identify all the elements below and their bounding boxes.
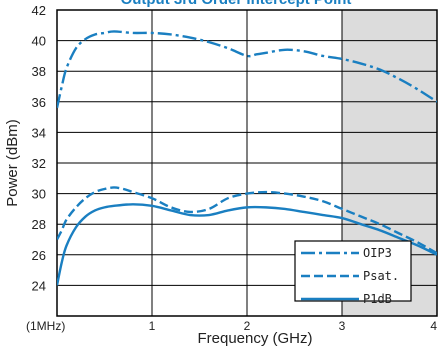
y-tick-label: 30	[32, 187, 46, 202]
legend: OIP3 Psat. P1dB	[294, 240, 412, 306]
y-tick-label: 42	[32, 3, 46, 18]
x-tick-label: 4	[430, 319, 437, 333]
chart-title: Output 3rd Order Intercept Point	[121, 0, 352, 8]
y-tick-label: 34	[32, 125, 46, 140]
x-axis-label: Frequency (GHz)	[197, 330, 312, 347]
series-group	[57, 30, 437, 286]
series-line-psat	[57, 186, 437, 255]
y-axis-label: Power (dBm)	[4, 119, 21, 207]
y-tick-label: 32	[32, 156, 46, 171]
legend-label: P1dB	[363, 292, 392, 306]
legend-label: Psat.	[363, 269, 399, 283]
x-tick-label: 3	[339, 319, 346, 333]
y-tick-label: 26	[32, 248, 46, 263]
x-tick-label: 1	[149, 319, 156, 333]
legend-label: OIP3	[363, 246, 392, 260]
y-tick-label: 24	[32, 278, 46, 293]
plot-frame	[56, 9, 438, 317]
y-tick-label: 28	[32, 217, 46, 232]
legend-box	[294, 240, 412, 302]
y-tick-label: 36	[32, 95, 46, 110]
series-line-p1db	[57, 203, 437, 286]
y-tick-label: 38	[32, 64, 46, 79]
x-tick-label: 2	[244, 319, 251, 333]
x-tick-label: (1MHz)	[26, 319, 65, 333]
series-line-oip3	[57, 30, 437, 109]
y-tick-label: 40	[32, 34, 46, 49]
